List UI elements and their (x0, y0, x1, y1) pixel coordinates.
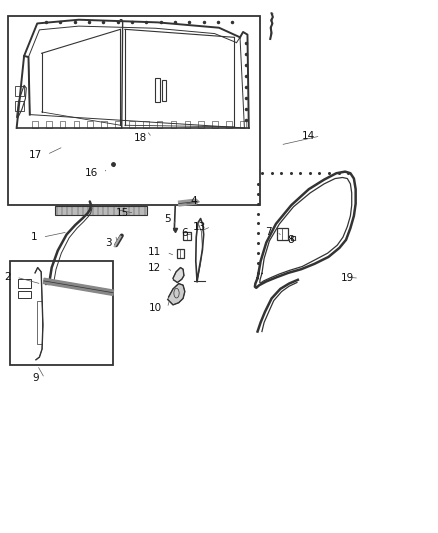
Text: 5: 5 (164, 214, 171, 223)
Bar (88, 121, 93, 128)
Bar (55, 206, 147, 215)
Bar (101, 121, 107, 128)
Bar (162, 80, 166, 101)
Text: 15: 15 (116, 208, 129, 218)
Text: 3: 3 (105, 238, 112, 247)
Bar (157, 121, 162, 128)
Bar (240, 121, 246, 128)
Bar (10, 261, 113, 365)
FancyArrow shape (179, 199, 198, 206)
Bar (8, 16, 260, 205)
Text: 7: 7 (265, 227, 272, 237)
Bar (129, 121, 135, 128)
Text: 2: 2 (4, 272, 11, 282)
Bar (15, 101, 24, 111)
Bar (177, 249, 184, 258)
Text: 19: 19 (341, 273, 354, 283)
Bar (143, 121, 148, 128)
Bar (212, 121, 218, 128)
Text: 16: 16 (85, 168, 99, 178)
Bar (37, 301, 42, 344)
Text: 1: 1 (31, 232, 37, 242)
Bar (18, 291, 31, 298)
Text: 10: 10 (149, 303, 162, 313)
Text: 9: 9 (33, 374, 39, 383)
Bar (15, 86, 24, 96)
Text: 12: 12 (148, 263, 161, 272)
Bar (226, 121, 232, 128)
Bar (60, 121, 65, 128)
Polygon shape (173, 268, 184, 282)
Bar (171, 121, 177, 128)
Bar (155, 78, 160, 102)
Bar (277, 228, 288, 240)
Text: 18: 18 (134, 133, 147, 142)
Bar (184, 121, 190, 128)
Bar (74, 121, 79, 128)
Text: 6: 6 (182, 229, 188, 238)
FancyArrow shape (43, 278, 113, 295)
Text: 11: 11 (148, 247, 161, 257)
Text: 4: 4 (191, 197, 197, 206)
Bar (46, 121, 52, 128)
Text: 13: 13 (193, 222, 206, 231)
Bar (32, 121, 38, 128)
Bar (18, 279, 31, 288)
Text: 17: 17 (28, 150, 42, 159)
Bar (198, 121, 204, 128)
Text: 14: 14 (302, 131, 315, 141)
Text: 8: 8 (287, 235, 293, 245)
Bar (183, 232, 191, 240)
Polygon shape (168, 284, 185, 305)
Bar (115, 121, 121, 128)
